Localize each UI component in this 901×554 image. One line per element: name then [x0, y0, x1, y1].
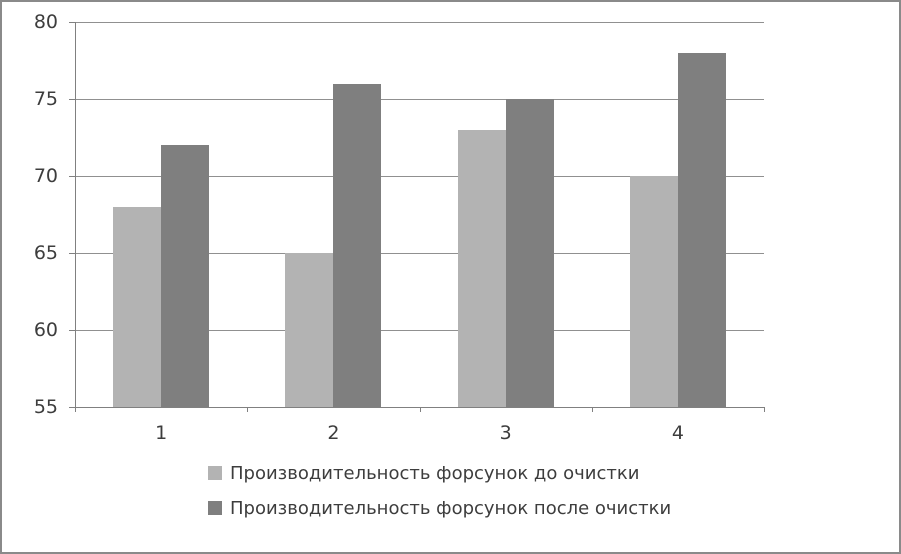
bar-series1-cat4 — [629, 176, 678, 407]
x-axis-category-label: 1 — [155, 422, 168, 444]
gridline — [75, 22, 764, 23]
y-axis-tick-label: 65 — [33, 242, 58, 264]
bar-series1-cat1 — [113, 206, 162, 407]
bar-series2-cat2 — [333, 83, 382, 407]
legend-item: Производительность форсунок до очистки — [208, 461, 671, 485]
legend: Производительность форсунок до очистки Пр… — [208, 461, 671, 531]
y-axis-tick-mark — [69, 22, 75, 23]
bar-series1-cat2 — [285, 253, 334, 407]
x-axis-category-label: 4 — [671, 422, 684, 444]
x-axis-tick-mark — [75, 407, 76, 412]
x-axis-tick-mark — [591, 407, 593, 412]
x-axis-tick-mark — [764, 407, 765, 412]
gridline — [75, 253, 764, 254]
bar-series1-cat3 — [457, 129, 506, 407]
legend-swatch-icon — [208, 466, 222, 480]
bar-series2-cat3 — [505, 99, 554, 407]
legend-label: Производительность форсунок после очистк… — [230, 497, 672, 519]
y-axis-tick-mark — [69, 407, 75, 408]
x-axis-tick-mark — [419, 407, 421, 412]
x-axis-category-label: 3 — [499, 422, 512, 444]
legend-item: Производительность форсунок после очистк… — [208, 496, 671, 520]
bar-series2-cat1 — [161, 145, 210, 407]
y-axis-tick-mark — [69, 176, 75, 177]
y-axis-tick-label: 70 — [33, 165, 58, 187]
y-axis — [75, 22, 76, 407]
y-axis-tick-label: 55 — [33, 396, 58, 418]
legend-swatch-icon — [208, 501, 222, 515]
y-axis-tick-mark — [69, 99, 75, 100]
y-axis-tick-label: 60 — [33, 319, 58, 341]
gridline — [75, 176, 764, 177]
x-axis-tick-mark — [247, 407, 249, 412]
gridline — [75, 99, 764, 100]
bar-series2-cat4 — [677, 52, 726, 407]
y-axis-tick-label: 75 — [33, 88, 58, 110]
y-axis-tick-mark — [69, 330, 75, 331]
x-axis-category-label: 2 — [327, 422, 340, 444]
legend-label: Производительность форсунок до очистки — [230, 462, 640, 484]
y-axis-tick-mark — [69, 253, 75, 254]
gridline — [75, 330, 764, 331]
y-axis-tick-label: 80 — [33, 11, 58, 33]
